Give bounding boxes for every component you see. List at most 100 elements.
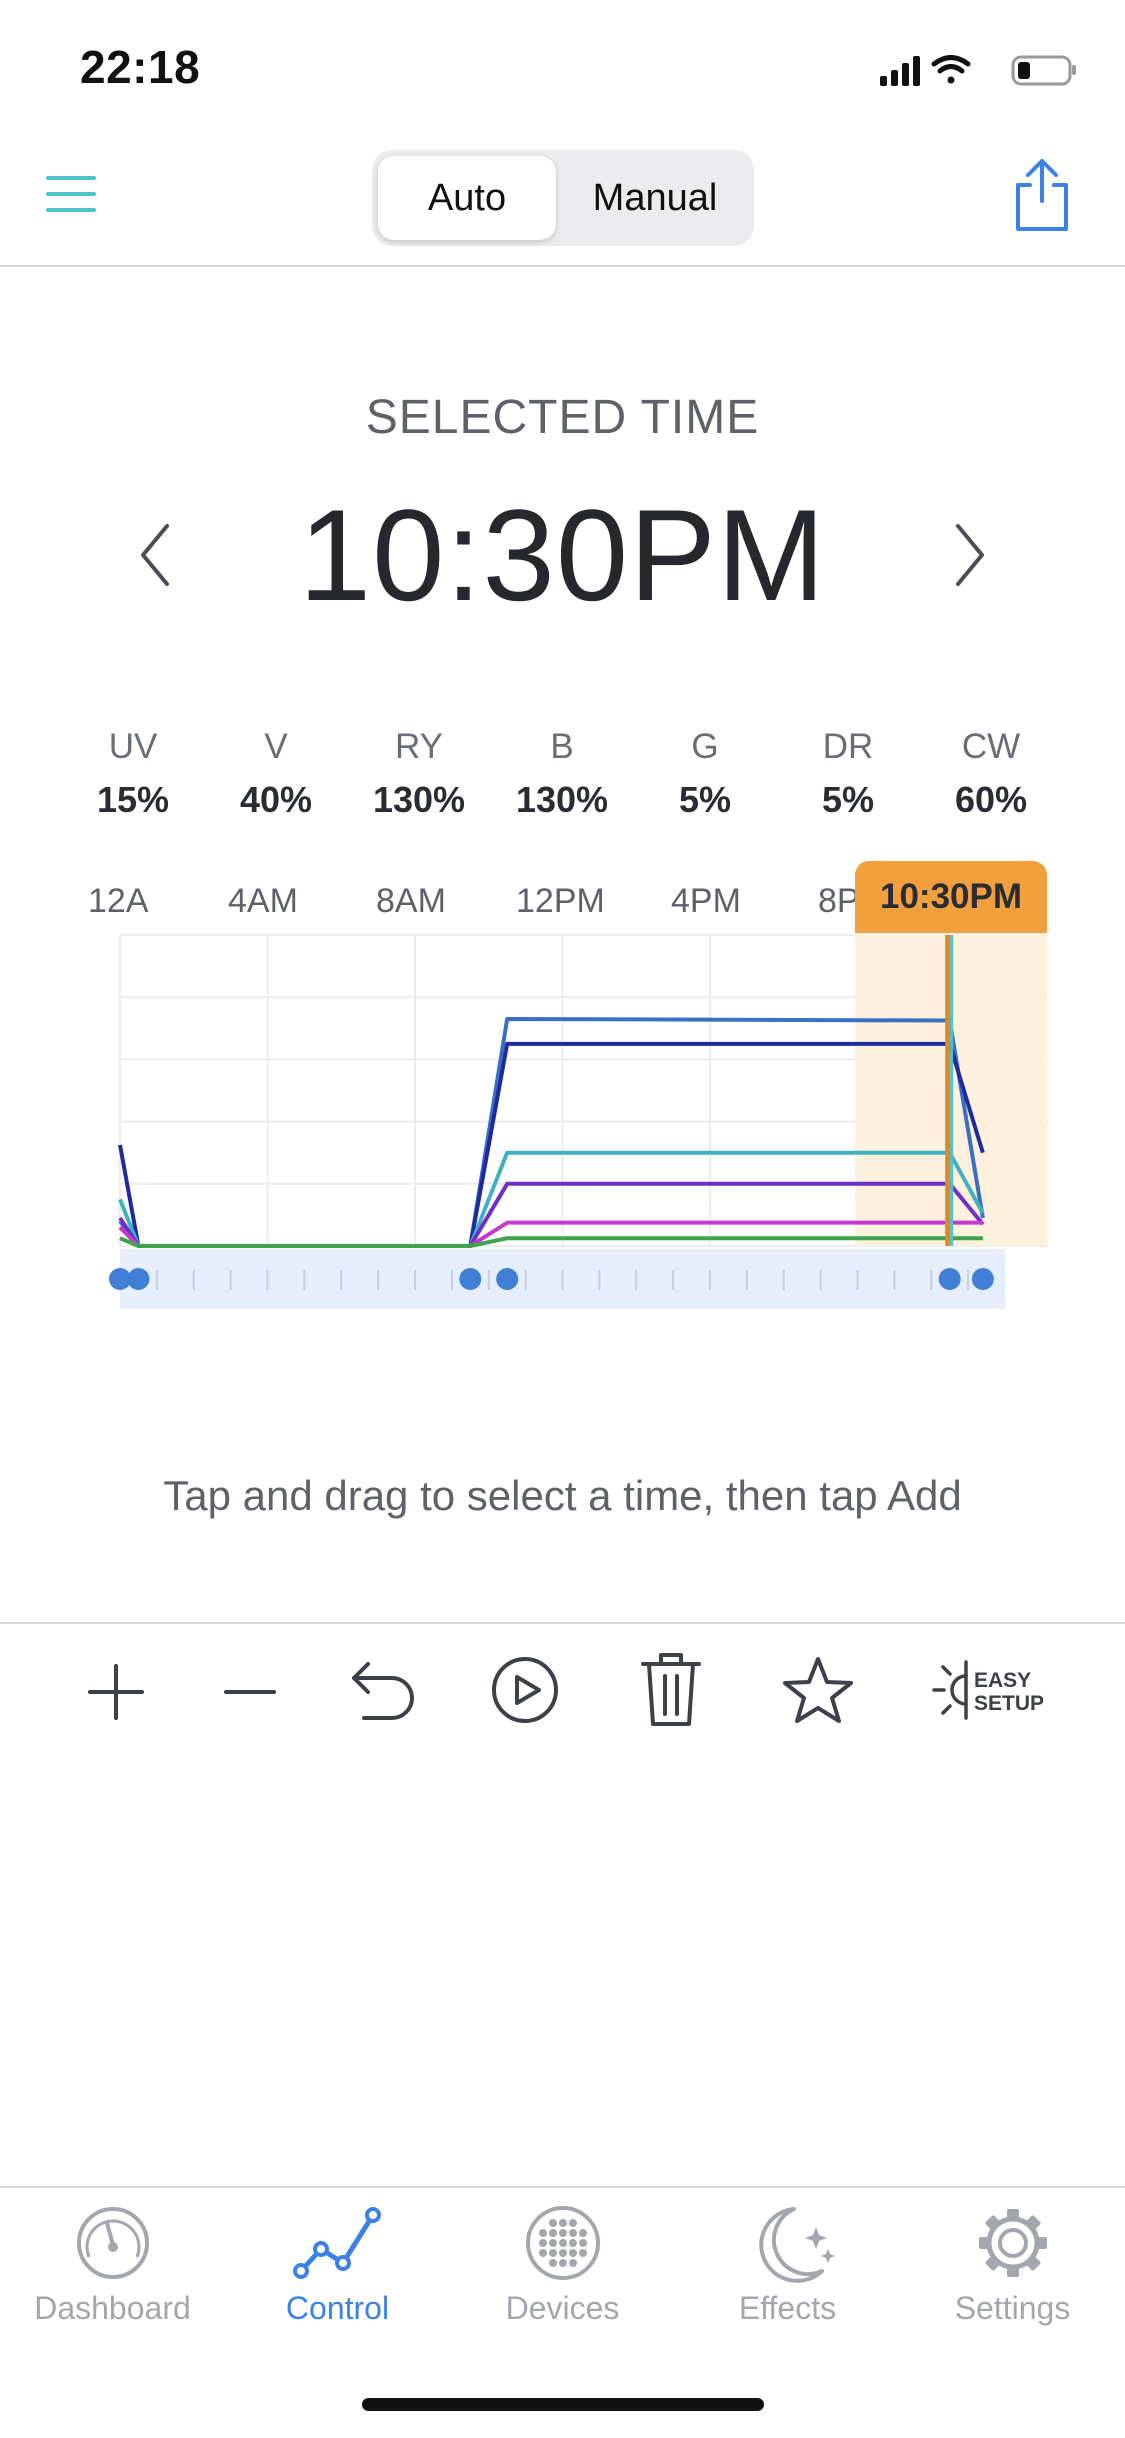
trash-icon[interactable] xyxy=(639,1650,703,1728)
hamburger-menu-icon[interactable] xyxy=(44,172,98,216)
nav-header xyxy=(0,140,1125,267)
device-dot xyxy=(559,2219,567,2227)
device-dot xyxy=(579,2249,587,2257)
device-dot xyxy=(559,2259,567,2267)
channel-dr: DR 5% xyxy=(773,727,923,821)
gear-body xyxy=(986,2216,1040,2270)
device-dot xyxy=(549,2239,557,2247)
sun-half-icon xyxy=(932,1660,968,1720)
channel-value: 5% xyxy=(821,779,875,820)
device-dot xyxy=(539,2249,547,2257)
home-indicator xyxy=(362,2398,764,2411)
keyframe-dot[interactable] xyxy=(109,1268,131,1290)
track-ticks xyxy=(155,1270,970,1290)
device-dot xyxy=(549,2229,557,2237)
segment-auto[interactable]: Auto xyxy=(378,156,556,240)
keyframe-dot[interactable] xyxy=(496,1268,519,1290)
easy-setup-label-1: EASY xyxy=(974,1669,1032,1692)
instruction-text: Tap and drag to select a time, then tap … xyxy=(163,1472,962,1519)
device-dot xyxy=(549,2259,557,2267)
channel-value: 130% xyxy=(372,779,466,820)
device-dot xyxy=(549,2219,557,2227)
device-dot xyxy=(539,2239,547,2247)
hour-label: 12A xyxy=(88,882,149,920)
channel-value: 5% xyxy=(678,779,732,820)
channel-name: RY xyxy=(395,727,443,766)
add-icon[interactable] xyxy=(86,1662,146,1722)
device-dot xyxy=(549,2249,557,2257)
channel-ry: RY 130% xyxy=(344,727,494,821)
selected-time-badge: 10:30PM xyxy=(855,861,1047,933)
selected-time-indicator[interactable] xyxy=(945,935,954,1246)
device-dot xyxy=(569,2229,577,2237)
device-dot xyxy=(539,2229,547,2237)
series-line xyxy=(118,1041,985,1248)
easy-setup-label-2: SETUP xyxy=(974,1692,1045,1715)
hour-label: 8P xyxy=(818,882,860,920)
gauge-icon xyxy=(77,2207,149,2279)
channel-value: 60% xyxy=(954,779,1028,820)
device-dot xyxy=(559,2249,567,2257)
keyframe-dot[interactable] xyxy=(459,1268,482,1290)
moon-stars-icon xyxy=(759,2207,835,2283)
channel-cw: CW 60% xyxy=(916,727,1066,821)
chevron-left-icon[interactable] xyxy=(135,522,175,588)
status-indicators xyxy=(880,55,1076,86)
line-graph-icon xyxy=(293,2207,381,2279)
channel-name: B xyxy=(550,727,574,766)
signal-icon xyxy=(880,56,920,86)
channel-name: UV xyxy=(108,727,158,766)
series-line xyxy=(118,1150,985,1248)
share-icon[interactable] xyxy=(1010,155,1074,235)
wifi-icon xyxy=(931,55,971,84)
device-dot xyxy=(569,2219,577,2227)
device-dot xyxy=(569,2239,577,2247)
status-time: 22:18 xyxy=(80,41,201,93)
segment-manual[interactable]: Manual xyxy=(592,176,718,219)
star-icon[interactable] xyxy=(782,1655,854,1725)
device-dot xyxy=(579,2239,587,2247)
channel-value: 40% xyxy=(239,779,313,820)
hour-label: 4AM xyxy=(228,882,298,920)
gear-icon xyxy=(979,2209,1047,2277)
tab-bar xyxy=(0,2186,1125,2438)
play-icon[interactable] xyxy=(490,1655,560,1725)
device-dot xyxy=(569,2259,577,2267)
series-line xyxy=(118,1016,985,1248)
channel-value: 15% xyxy=(96,779,170,820)
battery-icon xyxy=(1011,55,1076,86)
channel-b: B 130% xyxy=(487,727,637,821)
hour-label: 4PM xyxy=(671,882,741,920)
keyframe-dot[interactable] xyxy=(938,1268,961,1290)
device-dot xyxy=(559,2239,567,2247)
device-dot xyxy=(559,2229,567,2237)
channel-uv: UV 15% xyxy=(58,727,208,821)
tab-label: Settings xyxy=(954,2290,1071,2326)
undo-icon[interactable] xyxy=(348,1656,420,1722)
hour-label: 8AM xyxy=(376,882,446,920)
tab-label: Dashboard xyxy=(34,2290,191,2326)
devices-grid-icon xyxy=(526,2206,600,2280)
toolbar-divider xyxy=(0,1622,1125,1624)
channel-v: V 40% xyxy=(201,727,351,821)
channel-name: V xyxy=(264,727,288,766)
series-line xyxy=(119,1236,983,1248)
remove-icon[interactable] xyxy=(222,1662,278,1722)
channel-value: 130% xyxy=(515,779,609,820)
channel-name: CW xyxy=(961,727,1021,766)
channel-g: G 5% xyxy=(630,727,780,821)
chart-series xyxy=(118,1016,985,1248)
device-dot xyxy=(569,2249,577,2257)
keyframe-dot[interactable] xyxy=(971,1268,994,1290)
chevron-right-icon[interactable] xyxy=(950,522,990,588)
hour-label: 12PM xyxy=(516,882,605,920)
selected-time-value: 10:30PM xyxy=(298,482,827,628)
channel-name: G xyxy=(691,727,719,766)
keyframe-dot[interactable] xyxy=(127,1268,150,1290)
easy-setup-button[interactable]: EASY SETUP xyxy=(974,1669,1044,1715)
selected-time-label: SELECTED TIME xyxy=(365,391,760,444)
keyframe-markers[interactable] xyxy=(109,1268,994,1290)
series-line xyxy=(118,1220,983,1248)
schedule-chart[interactable] xyxy=(0,930,1125,1310)
tab-label: Control xyxy=(285,2290,390,2326)
